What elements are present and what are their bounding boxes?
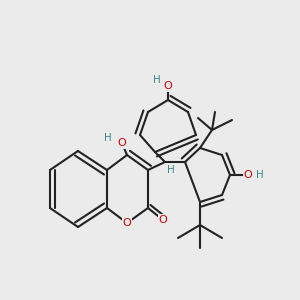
Text: O: O xyxy=(244,170,252,180)
Text: H: H xyxy=(153,75,161,85)
Text: O: O xyxy=(123,218,131,228)
Text: H: H xyxy=(167,164,175,175)
Text: H: H xyxy=(104,133,112,143)
Text: O: O xyxy=(164,81,172,91)
Text: O: O xyxy=(159,215,167,225)
Text: H: H xyxy=(256,170,264,180)
Text: O: O xyxy=(118,138,126,148)
